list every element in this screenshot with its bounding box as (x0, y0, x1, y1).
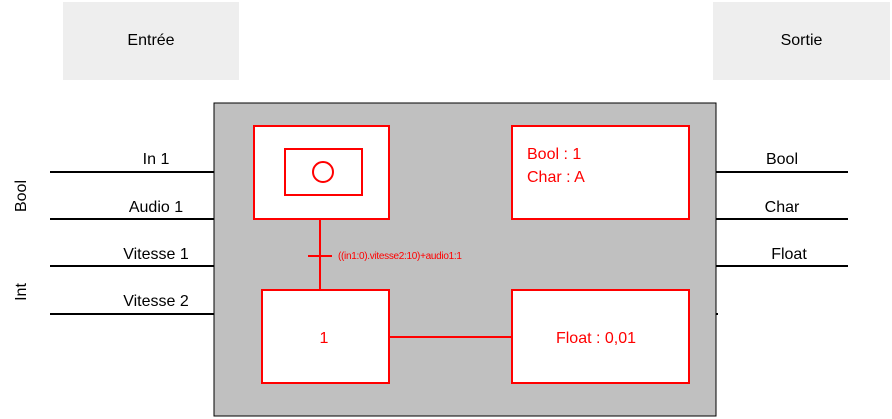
input-label-in1: In 1 (143, 151, 170, 168)
action-box-initial (511, 125, 690, 220)
action-bool: Bool : 1 (527, 146, 581, 163)
output-header-label: Sortie (780, 32, 823, 49)
output-label-float: Float (771, 246, 807, 263)
action-char: Char : A (527, 169, 585, 186)
type-label-int: Int (13, 283, 30, 301)
transition-condition: ((in1:0).vitesse2:10)+audio1:1 (338, 251, 462, 262)
input-label-vitesse2: Vitesse 2 (123, 293, 189, 310)
input-label-vitesse1: Vitesse 1 (123, 246, 189, 263)
step-1-box (261, 289, 390, 384)
input-header: Entrée (63, 2, 239, 80)
initial-step-circle-icon (312, 161, 334, 183)
step-1-number: 1 (320, 330, 329, 347)
action-box-step1 (511, 289, 690, 384)
input-label-audio1: Audio 1 (129, 199, 183, 216)
type-label-bool: Bool (13, 180, 30, 212)
output-label-char: Char (765, 199, 800, 216)
action-float: Float : 0,01 (556, 330, 636, 347)
input-header-label: Entrée (127, 32, 175, 49)
output-label-bool: Bool (766, 151, 798, 168)
output-header: Sortie (713, 2, 890, 80)
